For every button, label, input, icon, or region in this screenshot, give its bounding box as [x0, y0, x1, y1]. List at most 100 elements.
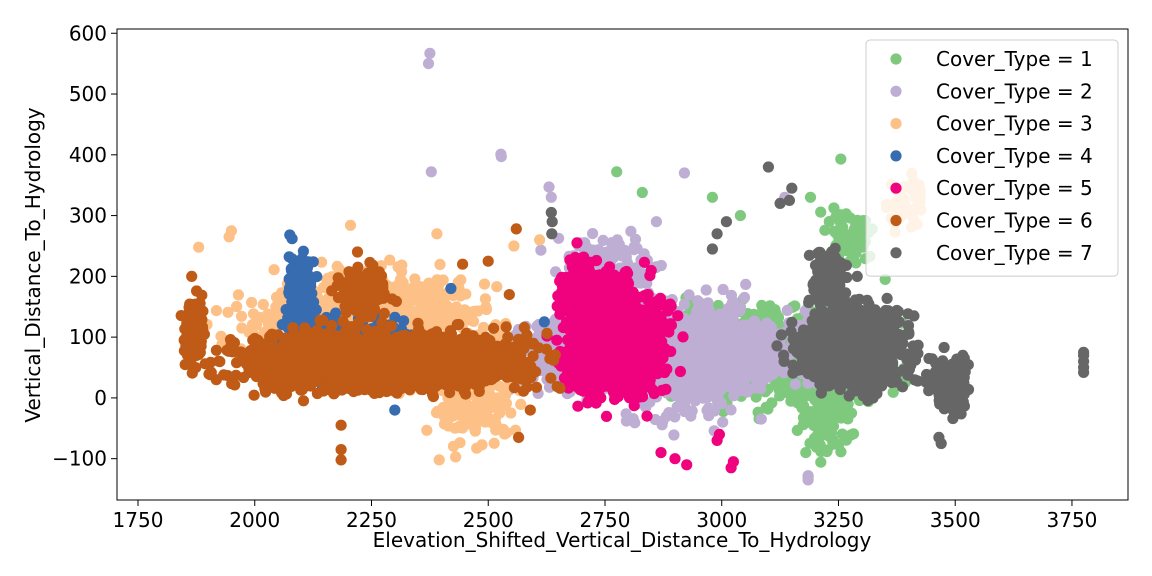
data-point: [543, 181, 555, 193]
data-point: [828, 392, 840, 404]
data-point: [834, 209, 846, 221]
data-point: [700, 284, 712, 296]
data-point: [755, 413, 767, 425]
data-point: [257, 298, 269, 311]
data-point: [545, 191, 557, 203]
data-point: [760, 401, 772, 413]
data-point: [488, 437, 500, 449]
data-point: [789, 378, 802, 390]
data-point: [748, 356, 760, 368]
data-point: [808, 419, 820, 431]
data-point: [472, 305, 484, 317]
data-point: [761, 343, 773, 355]
data-point: [491, 281, 503, 293]
data-point: [434, 258, 446, 271]
data-point: [392, 279, 404, 291]
data-point: [815, 206, 827, 218]
data-point: [407, 293, 419, 306]
data-point: [422, 58, 435, 70]
data-point: [478, 278, 491, 290]
data-point: [678, 298, 691, 310]
data-point: [802, 470, 814, 482]
data-point: [729, 319, 741, 331]
data-point: [421, 424, 433, 436]
data-point: [452, 401, 464, 413]
data-point: [686, 323, 698, 335]
points-layer: [175, 47, 1090, 486]
data-point: [449, 304, 461, 316]
data-point: [655, 259, 667, 272]
data-point: [837, 221, 849, 233]
data-point: [713, 369, 725, 382]
data-point: [344, 219, 357, 231]
data-point: [827, 434, 839, 446]
data-point: [711, 326, 724, 338]
data-point: [697, 324, 709, 336]
data-point: [407, 282, 419, 294]
data-point: [804, 437, 816, 449]
data-point: [497, 382, 509, 394]
data-point: [757, 374, 770, 386]
data-point: [392, 261, 404, 273]
data-point: [593, 244, 605, 256]
data-point: [723, 341, 735, 353]
data-point: [467, 315, 480, 327]
data-point: [699, 346, 712, 358]
data-point: [450, 451, 462, 463]
data-point: [847, 428, 860, 440]
data-point: [193, 241, 205, 253]
data-point: [508, 240, 520, 252]
data-point: [246, 296, 258, 309]
data-point: [845, 232, 858, 244]
data-point: [804, 406, 816, 418]
data-point: [454, 437, 466, 449]
data-point: [636, 186, 648, 199]
data-point: [430, 287, 443, 299]
data-point: [424, 47, 436, 59]
data-point: [734, 210, 747, 222]
data-point: [764, 300, 776, 312]
data-point: [611, 166, 623, 178]
data-point: [437, 274, 449, 286]
data-point: [796, 392, 808, 404]
data-point: [268, 264, 280, 276]
data-point: [494, 407, 506, 419]
data-point: [701, 404, 713, 416]
data-point: [439, 310, 451, 322]
data-point: [852, 221, 864, 233]
data-point: [697, 391, 709, 403]
data-point: [845, 407, 858, 419]
data-point: [231, 300, 243, 313]
data-point: [835, 153, 847, 165]
data-point: [734, 305, 746, 317]
data-point: [737, 367, 749, 379]
data-point: [215, 330, 227, 342]
data-point: [460, 288, 472, 300]
data-point: [804, 191, 817, 203]
data-point: [748, 382, 760, 394]
data-point: [235, 310, 248, 322]
data-point: [505, 407, 517, 419]
data-point: [717, 416, 729, 428]
data-point: [740, 278, 752, 290]
data-point: [692, 295, 704, 307]
data-point: [747, 320, 760, 332]
data-point: [733, 377, 745, 389]
data-point: [832, 229, 844, 242]
data-point: [815, 456, 827, 468]
data-point: [791, 424, 803, 436]
data-point: [714, 385, 727, 397]
data-point: [688, 339, 700, 352]
data-point: [714, 308, 726, 320]
data-point: [486, 417, 498, 429]
data-point: [673, 391, 685, 403]
data-point: [232, 289, 244, 301]
data-point: [455, 274, 467, 286]
data-point: [814, 439, 826, 451]
data-point: [725, 404, 737, 416]
data-point: [459, 304, 471, 316]
data-point: [733, 332, 745, 344]
data-point: [798, 417, 810, 429]
data-point: [500, 397, 512, 409]
